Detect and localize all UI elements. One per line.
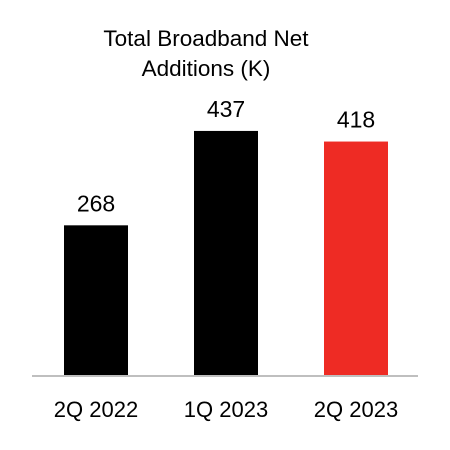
x-tick-label: 2Q 2023 — [314, 397, 398, 422]
bar-2q-2022 — [64, 225, 128, 375]
x-tick-label: 2Q 2022 — [54, 397, 138, 422]
value-label: 437 — [207, 96, 245, 122]
bar-2q-2023 — [324, 141, 388, 375]
value-label: 418 — [337, 107, 375, 133]
value-label: 268 — [77, 190, 115, 216]
value-labels-group: 268 437 418 — [77, 96, 375, 216]
chart-title: Total Broadband Net Additions (K) — [103, 26, 309, 81]
bar-1q-2023 — [194, 130, 258, 375]
x-tick-labels-group: 2Q 2022 1Q 2023 2Q 2023 — [54, 397, 398, 422]
bars-group — [64, 130, 388, 375]
x-tick-label: 1Q 2023 — [184, 397, 268, 422]
